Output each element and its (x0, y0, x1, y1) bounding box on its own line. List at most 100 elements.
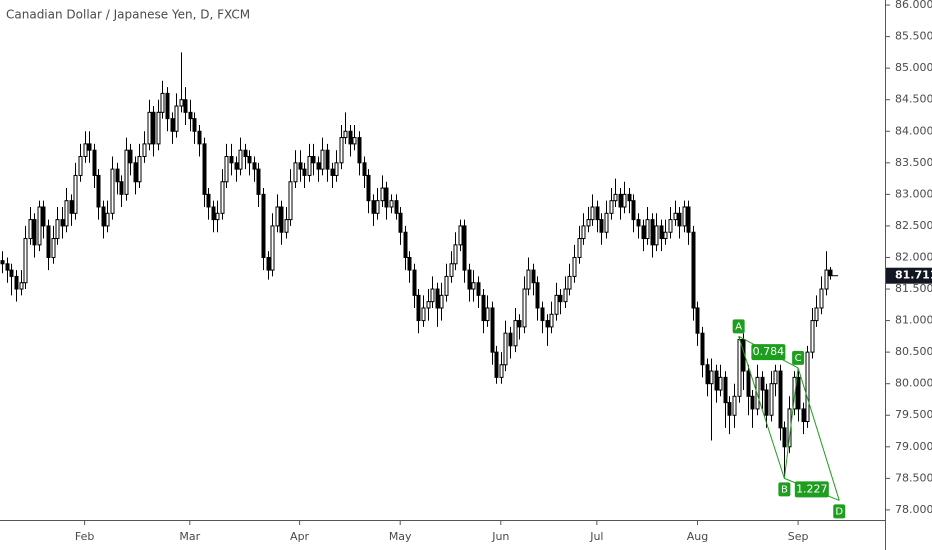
candle-body (824, 269, 829, 290)
x-tick-label: Sep (788, 530, 809, 543)
candle-body (206, 193, 211, 208)
candle-body (622, 193, 627, 208)
candle-body (110, 168, 115, 214)
x-tick-label: Jun (491, 530, 509, 543)
candle-body (73, 174, 78, 214)
candle-body (188, 111, 193, 120)
candle-body (23, 238, 28, 284)
candle-body (746, 370, 751, 397)
y-tick-label: 83.000 (895, 187, 932, 200)
candle-body (490, 307, 495, 353)
candle-body (421, 307, 426, 322)
candle-body (426, 301, 431, 309)
candle-body (476, 282, 481, 296)
candle-body (37, 206, 42, 246)
candle-body (288, 181, 293, 221)
candle-body (311, 156, 316, 164)
candle-body (554, 294, 559, 315)
y-tick-label: 82.500 (895, 219, 932, 232)
candle-body (695, 307, 700, 334)
candle-body (105, 212, 110, 227)
candle-body (732, 395, 737, 416)
candle-body (119, 181, 124, 195)
candle-body (334, 162, 339, 176)
candle-body (604, 212, 609, 233)
candle-body (284, 219, 289, 233)
candle-body (46, 225, 51, 258)
candle-body (567, 275, 572, 290)
candle-body (805, 351, 810, 423)
candle-body (92, 149, 97, 176)
candle-body (458, 225, 463, 246)
candle-body (481, 294, 486, 322)
x-tick-label: Aug (687, 530, 708, 543)
candle-body (723, 376, 728, 404)
candle-body (147, 111, 152, 145)
candle-body (124, 149, 129, 195)
candle-body (517, 320, 522, 328)
candle-body (238, 149, 243, 170)
y-tick-label: 84.000 (895, 124, 932, 137)
candle-body (156, 111, 161, 145)
candle-body (330, 168, 335, 176)
candle-body (513, 320, 518, 347)
candle-body (142, 143, 147, 158)
candle-body (87, 143, 92, 151)
pattern-leg (783, 367, 799, 479)
candle-body (14, 275, 19, 290)
candle-body (202, 143, 207, 195)
candle-body (220, 181, 225, 214)
candle-body (462, 225, 467, 271)
candle-body (307, 156, 312, 176)
candle-body (494, 351, 499, 378)
candle-body (165, 92, 170, 120)
candle-body (403, 231, 408, 258)
candle-body (375, 200, 380, 214)
candle-body (737, 339, 742, 397)
candle-body (174, 105, 179, 132)
candle-body (183, 99, 188, 113)
y-tick-label: 79.000 (895, 440, 932, 453)
candle-body (32, 219, 37, 246)
candle-body (586, 219, 591, 227)
candle-body (398, 212, 403, 233)
last-price-label: 81.711 (895, 269, 932, 282)
candle-body (545, 320, 550, 328)
candle-body (96, 174, 101, 208)
pattern-ratio-label: 1.227 (796, 482, 828, 495)
candle-body (192, 118, 197, 132)
candle-body (394, 200, 399, 214)
candle-body (128, 149, 133, 164)
candle-body (691, 231, 696, 309)
pattern-point-label: A (735, 321, 742, 332)
candle-body (51, 238, 56, 258)
candle-body (682, 206, 687, 227)
x-tick-label: Jul (589, 530, 603, 543)
candle-body (229, 156, 234, 164)
candle-body (654, 225, 659, 246)
y-tick-label: 84.500 (895, 93, 932, 106)
candle-body (352, 137, 357, 145)
candle-body (298, 162, 303, 170)
candle-body (467, 269, 472, 290)
candle-body (435, 288, 440, 309)
y-tick-label: 81.000 (895, 314, 932, 327)
candle-body (810, 320, 815, 353)
candle-body (709, 370, 714, 385)
candle-body (599, 219, 604, 233)
pattern-point-box (833, 504, 846, 519)
candle-body (64, 200, 69, 227)
candle-body (160, 92, 165, 113)
pattern-ratio-box (751, 344, 786, 361)
candle-body (380, 187, 385, 202)
x-tick-label: Mar (179, 530, 200, 543)
y-tick-label: 86.000 (895, 0, 932, 11)
x-tick-label: Feb (75, 530, 94, 543)
y-tick-label: 85.500 (895, 30, 932, 43)
candle-body (471, 282, 476, 290)
y-tick-label: 80.500 (895, 345, 932, 358)
candle-body (773, 370, 778, 385)
pattern-leg (797, 367, 840, 501)
